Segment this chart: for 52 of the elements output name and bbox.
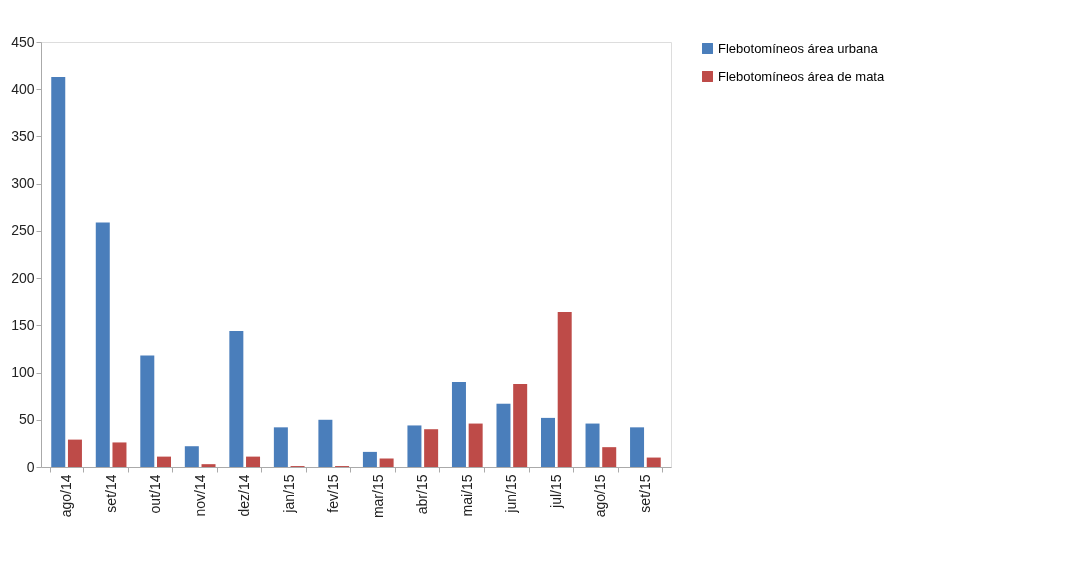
x-tick-label: abr/15: [414, 474, 431, 515]
bar: [362, 451, 377, 467]
bar: [318, 419, 333, 467]
bar: [424, 429, 439, 467]
y-tick-label: 400: [11, 80, 35, 97]
bar: [630, 427, 645, 467]
x-tick-label: dez/14: [236, 474, 253, 517]
legend-label: Flebotomíneos área de mata: [718, 68, 885, 84]
bar: [229, 331, 244, 467]
bar: [95, 222, 110, 467]
legend-label: Flebotomíneos área urbana: [718, 40, 879, 56]
x-tick-label: set/15: [636, 474, 653, 513]
bar: [646, 457, 661, 467]
bar: [496, 403, 511, 467]
x-tick-label: jun/15: [503, 474, 520, 514]
y-tick-label: 300: [11, 175, 35, 192]
x-tick-label: out/14: [147, 474, 164, 514]
y-tick-label: 0: [26, 458, 35, 475]
x-tick-label: fev/15: [325, 474, 342, 513]
bar: [156, 456, 171, 467]
x-tick-label: jan/15: [280, 474, 297, 514]
bar: [379, 458, 394, 467]
y-tick-label: 450: [11, 33, 35, 50]
bar: [468, 423, 483, 467]
bar: [585, 423, 600, 467]
x-tick-label: mar/15: [369, 474, 386, 519]
y-tick-label: 350: [11, 127, 35, 144]
bar: [407, 425, 422, 467]
bar: [513, 383, 528, 467]
y-tick-label: 200: [11, 269, 35, 286]
bar: [184, 446, 199, 467]
bar: [67, 439, 82, 467]
bar: [246, 456, 261, 467]
bar: [273, 427, 288, 467]
x-tick-label: set/14: [102, 474, 119, 513]
x-tick-label: mai/15: [458, 474, 475, 517]
bar: [541, 417, 556, 467]
bar: [112, 442, 127, 467]
bar: [140, 355, 155, 467]
x-tick-label: ago/15: [592, 474, 609, 518]
x-tick-label: nov/14: [191, 474, 208, 517]
y-tick-label: 50: [18, 411, 35, 428]
bar: [557, 312, 572, 467]
bar: [451, 382, 466, 467]
bar: [51, 76, 66, 467]
bar: [602, 447, 617, 467]
y-tick-label: 150: [11, 316, 35, 333]
y-tick-label: 250: [11, 222, 35, 239]
x-tick-label: jul/15: [547, 474, 564, 509]
bar: [201, 464, 216, 467]
y-tick-label: 100: [11, 364, 35, 381]
x-tick-label: ago/14: [58, 474, 75, 518]
